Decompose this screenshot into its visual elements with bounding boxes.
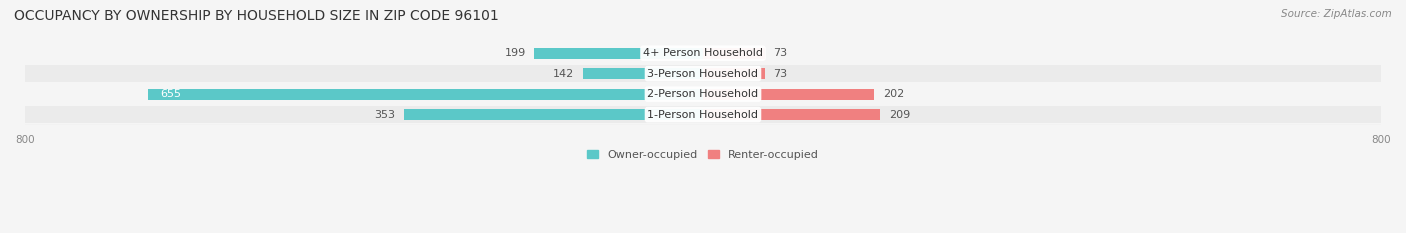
Text: 1-Person Household: 1-Person Household <box>648 110 758 120</box>
Text: OCCUPANCY BY OWNERSHIP BY HOUSEHOLD SIZE IN ZIP CODE 96101: OCCUPANCY BY OWNERSHIP BY HOUSEHOLD SIZE… <box>14 9 499 23</box>
Text: 209: 209 <box>889 110 910 120</box>
Bar <box>703 68 765 79</box>
Text: 2-Person Household: 2-Person Household <box>647 89 759 99</box>
Text: 353: 353 <box>374 110 395 120</box>
Text: 142: 142 <box>553 69 574 79</box>
Text: 73: 73 <box>773 48 787 58</box>
Bar <box>582 68 703 79</box>
Bar <box>25 65 1381 82</box>
Text: 199: 199 <box>505 48 526 58</box>
Bar <box>404 109 703 120</box>
Text: 3-Person Household: 3-Person Household <box>648 69 758 79</box>
Bar <box>25 106 1381 123</box>
Bar <box>703 109 880 120</box>
Text: 655: 655 <box>160 89 181 99</box>
Bar <box>703 89 875 100</box>
Bar <box>534 48 703 59</box>
Bar <box>25 45 1381 62</box>
Bar <box>703 48 765 59</box>
Text: 4+ Person Household: 4+ Person Household <box>643 48 763 58</box>
Text: 73: 73 <box>773 69 787 79</box>
Bar <box>148 89 703 100</box>
Text: Source: ZipAtlas.com: Source: ZipAtlas.com <box>1281 9 1392 19</box>
Legend: Owner-occupied, Renter-occupied: Owner-occupied, Renter-occupied <box>582 145 824 164</box>
Bar <box>25 86 1381 103</box>
Text: 202: 202 <box>883 89 904 99</box>
